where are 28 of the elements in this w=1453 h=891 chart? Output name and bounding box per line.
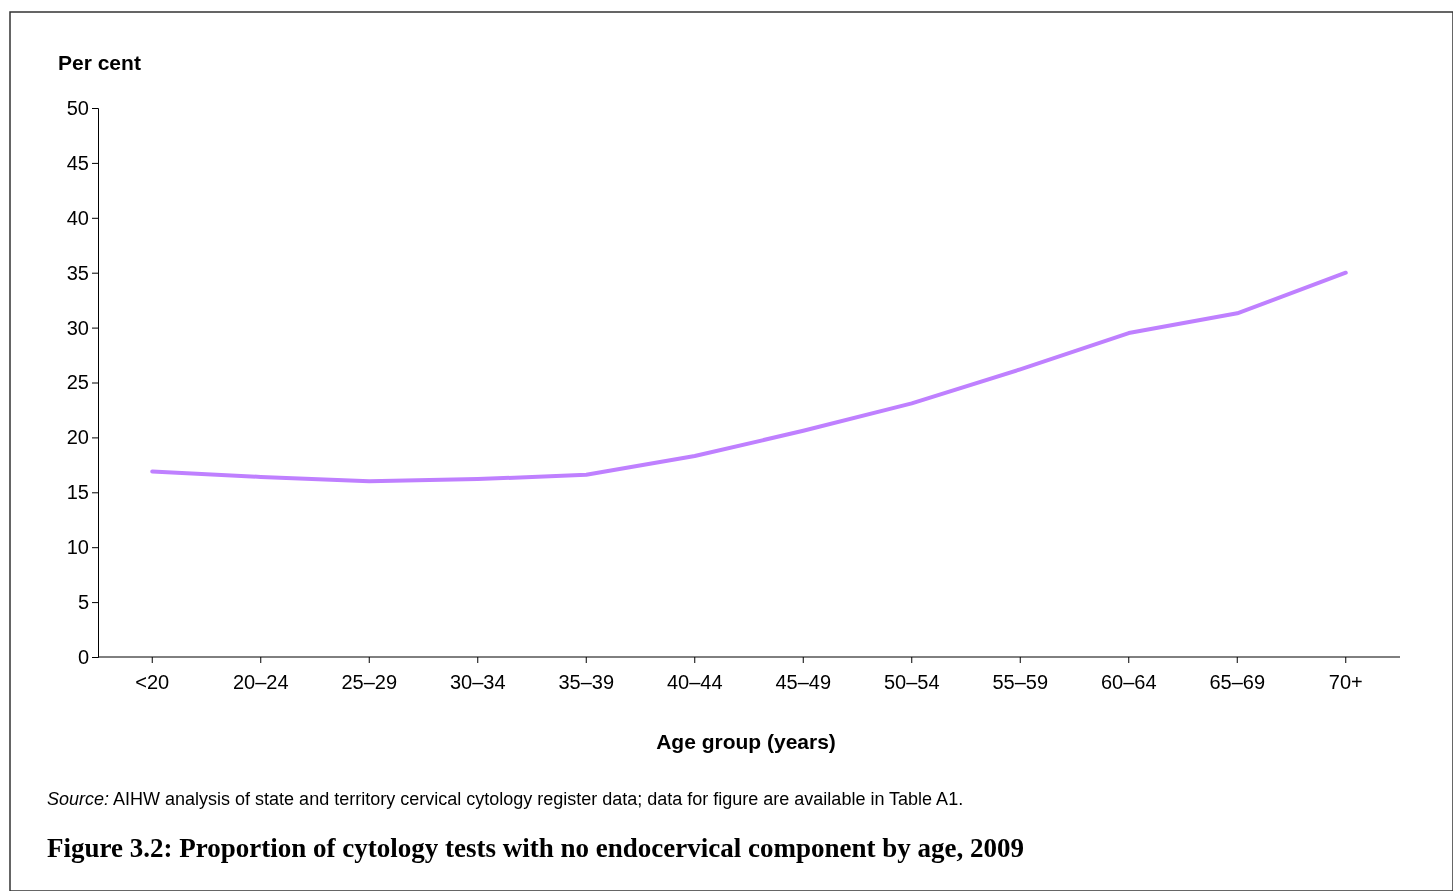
x-tick-label: 65–69 (1209, 671, 1266, 694)
x-tick-label: 20–24 (232, 671, 289, 694)
x-tick-label: 40–44 (666, 671, 723, 694)
y-tick-label: 10 (66, 536, 89, 559)
y-tick-label: 45 (66, 151, 89, 174)
y-axis-title: Per cent (58, 51, 141, 74)
y-tick-label: 25 (66, 371, 89, 394)
x-axis-title: Age group (years) (656, 730, 836, 753)
y-tick-label: 15 (66, 481, 89, 504)
y-tick-label: 5 (77, 591, 89, 613)
text: Figure 3.2: Proportion of cytology tests with no endocervical component by age, 2009 (47, 833, 1024, 863)
x-tick-label: 60–64 (1100, 671, 1157, 694)
x-tick-label: 50–54 (883, 671, 940, 694)
source-note: Source: AIHW analysis of state and territory cervical cytology register data; data for figure are available in Table A1. (47, 789, 964, 809)
x-tick-label: 70+ (1328, 671, 1363, 694)
x-tick-label: 25–29 (341, 671, 398, 694)
x-tick-label: 55–59 (992, 671, 1049, 694)
y-tick-label: 35 (66, 261, 89, 284)
y-tick-label: 30 (66, 316, 89, 339)
y-tick-label: 20 (66, 426, 89, 449)
x-tick-label: 45–49 (775, 671, 832, 694)
y-tick-label: 40 (66, 206, 89, 229)
y-tick-label: 50 (66, 96, 89, 119)
x-tick-label: 30–34 (449, 671, 506, 694)
y-tick-label: 0 (77, 645, 89, 668)
line-series (150, 270, 1348, 484)
x-tick-label: 35–39 (558, 671, 615, 694)
x-tick-label: <20 (135, 671, 170, 694)
